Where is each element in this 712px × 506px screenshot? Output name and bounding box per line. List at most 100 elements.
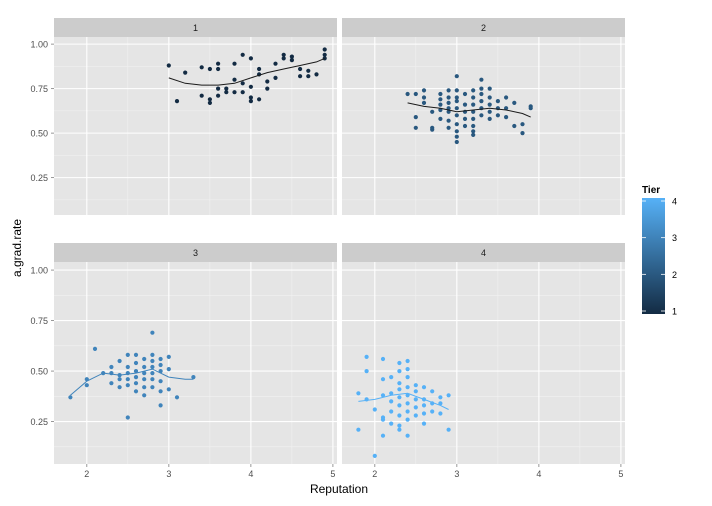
data-point bbox=[364, 354, 369, 359]
data-point bbox=[142, 356, 147, 362]
data-point bbox=[125, 383, 130, 388]
data-point bbox=[289, 54, 294, 59]
data-point bbox=[446, 100, 451, 105]
data-point bbox=[512, 123, 517, 129]
data-point bbox=[150, 385, 155, 390]
data-point bbox=[207, 100, 212, 105]
data-point bbox=[248, 95, 253, 100]
data-point bbox=[454, 74, 459, 79]
data-point bbox=[430, 409, 435, 414]
data-point bbox=[257, 97, 262, 102]
data-point bbox=[150, 371, 155, 376]
data-point bbox=[150, 358, 155, 364]
data-point bbox=[462, 91, 468, 97]
colorbar-tick-label: 4 bbox=[672, 197, 677, 207]
facet-panel-2: 2 bbox=[342, 18, 625, 215]
data-point bbox=[487, 116, 492, 121]
data-point bbox=[438, 401, 443, 406]
data-point bbox=[142, 393, 147, 398]
data-point bbox=[273, 61, 278, 66]
data-point bbox=[471, 116, 476, 121]
data-point bbox=[471, 132, 476, 137]
data-point bbox=[158, 356, 163, 362]
data-point bbox=[207, 97, 212, 102]
data-point bbox=[158, 403, 163, 408]
x-tick-label: 3 bbox=[166, 469, 171, 479]
data-point bbox=[248, 84, 253, 89]
x-tick-label: 3 bbox=[454, 469, 459, 479]
data-point bbox=[454, 134, 459, 139]
data-point bbox=[504, 106, 509, 111]
data-point bbox=[380, 417, 386, 422]
data-point bbox=[454, 113, 459, 118]
facet-panel-3: 3 bbox=[54, 243, 337, 464]
data-point bbox=[405, 358, 410, 364]
data-point bbox=[199, 65, 204, 70]
data-point bbox=[413, 91, 418, 97]
data-point bbox=[504, 115, 509, 120]
data-point bbox=[397, 413, 402, 418]
data-point bbox=[216, 86, 221, 91]
data-point bbox=[471, 95, 476, 100]
data-point bbox=[265, 86, 270, 91]
smooth-line bbox=[407, 102, 531, 118]
data-point bbox=[289, 58, 294, 63]
data-point bbox=[471, 109, 476, 114]
data-point bbox=[207, 66, 212, 72]
data-point bbox=[479, 77, 484, 82]
facet-strip-label: 2 bbox=[481, 23, 486, 33]
data-point bbox=[380, 393, 386, 398]
data-point bbox=[216, 93, 221, 98]
data-point bbox=[454, 88, 459, 93]
data-point bbox=[446, 125, 451, 130]
data-point bbox=[273, 75, 278, 80]
data-point bbox=[232, 77, 237, 82]
data-point bbox=[487, 109, 492, 114]
data-point bbox=[487, 102, 492, 107]
facet-strip-label: 3 bbox=[193, 248, 198, 258]
colorbar-tick-label: 3 bbox=[672, 233, 677, 243]
data-point bbox=[454, 106, 459, 111]
data-point bbox=[446, 393, 451, 398]
data-point bbox=[380, 356, 386, 362]
y-tick-label: 1.00 bbox=[30, 266, 48, 276]
data-point bbox=[380, 377, 386, 382]
data-point bbox=[487, 95, 492, 100]
data-point bbox=[314, 72, 319, 77]
y-tick-label: 1.00 bbox=[30, 40, 48, 50]
axes-layer: 0.25 0.50 0.75 1.00 0.25 0.50 0.75 1.00 2 3 4 5 2 3 4 5 bbox=[30, 40, 623, 479]
data-point bbox=[150, 364, 155, 370]
data-point bbox=[446, 106, 451, 111]
data-point bbox=[438, 395, 443, 400]
data-point bbox=[454, 99, 459, 104]
x-axis-title: Reputation bbox=[310, 482, 368, 496]
facet-strip-label: 1 bbox=[193, 23, 198, 33]
data-point bbox=[454, 139, 459, 145]
data-point bbox=[158, 389, 163, 394]
data-point bbox=[471, 123, 476, 129]
data-point bbox=[504, 95, 509, 100]
data-point bbox=[471, 102, 476, 107]
data-point bbox=[125, 415, 130, 420]
data-point bbox=[142, 364, 147, 370]
facet-strip bbox=[342, 18, 625, 37]
data-point bbox=[372, 453, 377, 458]
data-point bbox=[150, 352, 155, 357]
data-point bbox=[389, 375, 394, 380]
data-point bbox=[68, 395, 73, 400]
data-point bbox=[405, 409, 410, 414]
data-point bbox=[389, 399, 394, 404]
data-point bbox=[133, 369, 139, 374]
data-point bbox=[125, 364, 130, 370]
colorbar-legend: Tier 1 2 3 4 bbox=[642, 185, 677, 317]
data-point bbox=[487, 86, 492, 91]
data-point bbox=[174, 395, 180, 400]
data-point bbox=[528, 106, 533, 111]
data-point bbox=[405, 375, 410, 380]
data-point bbox=[281, 52, 286, 57]
data-point bbox=[397, 423, 402, 428]
data-point bbox=[133, 360, 139, 366]
data-point bbox=[405, 433, 410, 438]
facet-strip bbox=[342, 243, 625, 262]
data-point bbox=[183, 70, 188, 75]
